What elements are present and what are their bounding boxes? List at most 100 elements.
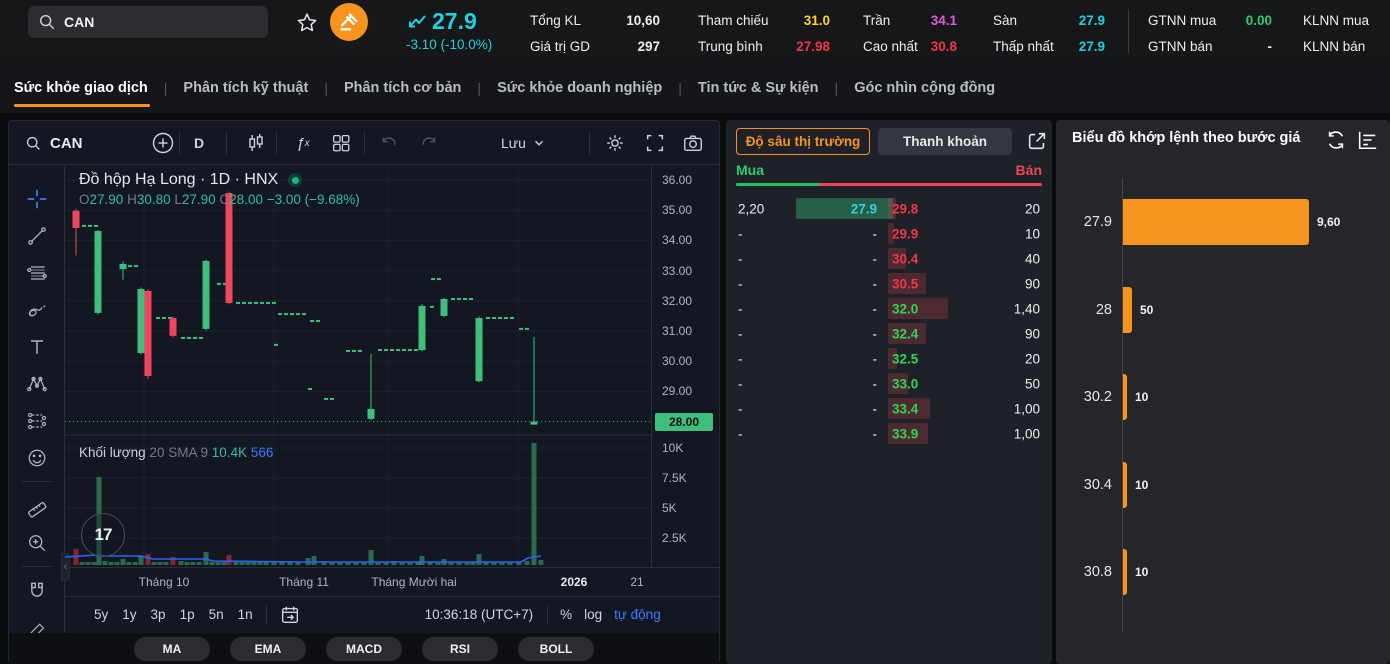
tradingview-logo[interactable]: 17 [81,513,125,557]
volume-tick: 10K [662,441,684,455]
compare-add-icon[interactable] [145,121,181,165]
percent-scale-button[interactable]: % [554,603,578,626]
open-external-icon[interactable] [1026,130,1048,152]
bid-price: - [872,326,878,341]
bid-volume: - [738,401,743,416]
auto-scale-button[interactable]: tự động [608,603,667,626]
crosshair-tool-icon[interactable] [19,180,55,217]
time-tick: 21 [630,574,644,589]
range-1y[interactable]: 1y [115,603,143,626]
stat-value: 27.9 [1078,12,1105,28]
bid-price: - [872,251,878,266]
indicator-pill-macd[interactable]: MACD [326,637,402,661]
drawing-tools-sidebar [9,166,65,664]
depth-row[interactable]: - -32.5 20 [726,346,1052,371]
broker-logo[interactable] [330,3,368,41]
ask-volume: 40 [1024,251,1040,266]
chart-canvas[interactable]: Đồ hộp Hạ Long · 1D · HNX O27.90 H30.80 … [65,165,651,567]
fullscreen-icon[interactable] [637,121,673,165]
favorite-star-icon[interactable] [292,8,322,38]
depth-row[interactable]: - -30.5 90 [726,271,1052,296]
brush-tool-icon[interactable] [19,291,55,328]
trend-line-tool-icon[interactable] [19,217,55,254]
layout-grid-icon[interactable] [323,121,359,165]
stat-label: KLNN bán [1303,38,1366,54]
stat-label: KLNN mua [1303,12,1370,28]
time-axis[interactable]: Tháng 10 Tháng 11 Tháng Mười hai 2026 21 [65,567,719,595]
bar-chart-mode-icon[interactable] [1354,128,1380,152]
save-layout-button[interactable]: Lưu [501,121,546,165]
bid-price: - [872,401,878,416]
forecast-tool-icon[interactable] [19,402,55,439]
ticker-search[interactable] [28,6,268,38]
depth-row[interactable]: - -32.0 1,40 [726,296,1052,321]
ask-bar-sliver [888,198,896,219]
ticker-search-input[interactable] [64,14,244,30]
pattern-xabcd-tool-icon[interactable] [19,365,55,402]
depth-row[interactable]: - -30.4 40 [726,246,1052,271]
tab-separator: | [324,79,328,96]
magnet-tool-icon[interactable] [19,572,55,609]
symbol-search-button[interactable]: CAN [19,121,89,165]
depth-row[interactable]: - -33.4 1,00 [726,396,1052,421]
emoji-tool-icon[interactable] [19,439,55,476]
bid-volume: - [738,376,743,391]
tab-4[interactable]: Sức khỏe doanh nghiệp [481,62,678,113]
range-5y[interactable]: 5y [87,603,115,626]
price-tick: 32.00 [662,293,693,308]
depth-row[interactable]: - -33.0 50 [726,371,1052,396]
sell-side-label: Bán [1015,162,1042,178]
range-5n[interactable]: 5n [202,603,231,626]
log-scale-button[interactable]: log [578,603,608,626]
clock[interactable]: 10:36:18 (UTC+7) [424,607,534,622]
go-to-date-icon[interactable] [273,604,307,626]
tab-1[interactable]: Sức khỏe giao dịch [14,62,164,113]
indicator-pill-ema[interactable]: EMA [230,637,306,661]
indicator-pill-boll[interactable]: BOLL [518,637,594,661]
stat-value: 30.8 [930,38,957,54]
ask-price: 33.0 [892,376,919,391]
indicator-pill-ma[interactable]: MA [134,637,210,661]
stat-row: Giá trị GD 297 [530,36,660,56]
tab-separator: | [834,79,839,96]
redo-icon[interactable] [411,121,447,165]
indicator-pill-rsi[interactable]: RSI [422,637,498,661]
tab-market-depth[interactable]: Độ sâu thị trường [736,128,870,155]
fib-retracement-tool-icon[interactable] [19,254,55,291]
matched-volume-value: 10 [1135,390,1149,405]
price-change: -3.10 (-10.0%) [406,37,493,52]
volume-tick: 7.5K [662,471,687,485]
depth-row[interactable]: 2,20 27.9 29.8 20 [726,196,1052,221]
time-tick: 2026 [560,574,588,589]
ask-bar [888,298,948,319]
snapshot-camera-icon[interactable] [675,121,711,165]
tab-3[interactable]: Phân tích cơ bản [328,62,477,113]
depth-row[interactable]: - -32.4 90 [726,321,1052,346]
chevron-down-icon [534,140,543,146]
zoom-in-tool-icon[interactable] [19,524,55,561]
refresh-icon[interactable] [1324,128,1348,152]
settings-gear-icon[interactable] [597,121,633,165]
chart-style-candles-icon[interactable] [237,121,273,165]
tab-separator: | [163,79,168,96]
range-1p[interactable]: 1p [173,603,202,626]
tab-5[interactable]: Tin tức & Sự kiện [682,62,835,113]
text-tool-icon[interactable] [19,328,55,365]
undo-icon[interactable] [371,121,407,165]
measure-ruler-tool-icon[interactable] [19,487,55,524]
volume-sma-value: 566 [250,445,274,460]
depth-row[interactable]: - -33.9 1,00 [726,421,1052,446]
interval-button[interactable]: D [185,121,213,165]
tab-2[interactable]: Phân tích kỹ thuật [167,62,324,113]
range-3p[interactable]: 3p [144,603,173,626]
depth-row[interactable]: - -29.9 10 [726,221,1052,246]
market-status-dot[interactable] [288,173,303,187]
tab-liquidity[interactable]: Thanh khoản [878,128,1012,155]
stat-label: GTNN bán [1148,38,1213,54]
stat-label: Trần [863,12,891,28]
price-axis[interactable]: 36.00 35.00 34.00 33.00 32.00 31.00 30.00 29.00… [651,165,719,567]
range-1n[interactable]: 1n [231,603,260,626]
tab-6[interactable]: Góc nhìn cộng đồng [838,62,1011,113]
